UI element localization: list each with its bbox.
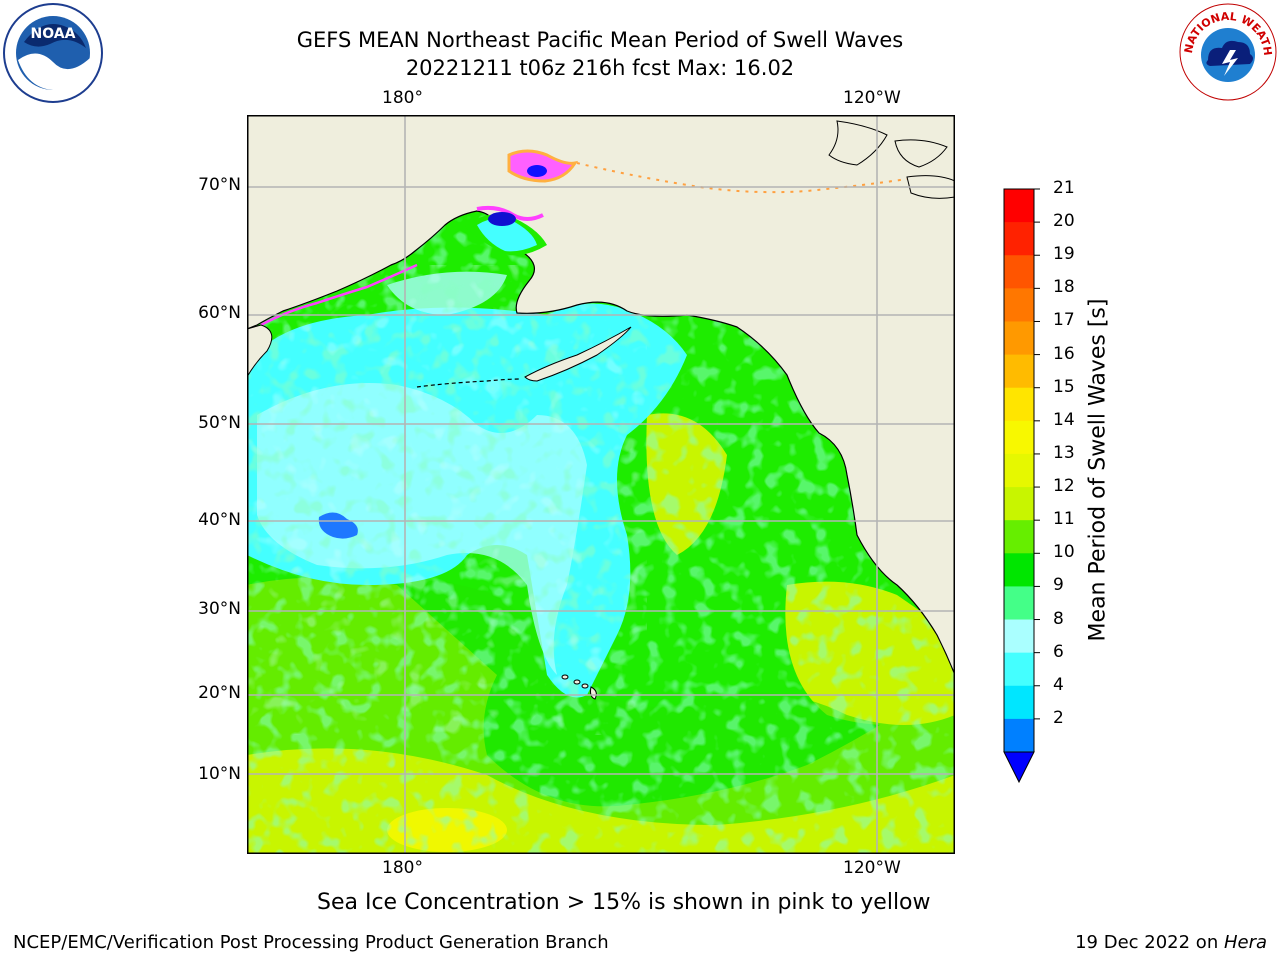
map-svg [247, 115, 955, 854]
lat-label-50n: 50°N [198, 413, 241, 433]
nws-logo: NATIONAL WEATHER SERVICE [1178, 2, 1278, 102]
noaa-logo-text: NOAA [31, 26, 76, 42]
footer-machine: Hera [1223, 932, 1267, 953]
colorbar-segment [1004, 487, 1034, 521]
footer-date: 19 Dec 2022 on Hera [1075, 932, 1267, 953]
footer-date-text: 19 Dec 2022 on [1075, 932, 1224, 953]
colorbar-segment [1004, 619, 1034, 654]
colorbar-svg [1003, 188, 1040, 784]
figure-title-line1: GEFS MEAN Northeast Pacific Mean Period … [296, 28, 904, 52]
lat-label-30n: 30°N [198, 599, 241, 619]
colorbar-segment [1004, 189, 1034, 223]
bering-sea-cyan [477, 217, 537, 252]
colorbar-segment [1004, 354, 1034, 389]
colorbar-under-triangle [1003, 751, 1035, 784]
lat-label-70n: 70°N [198, 175, 241, 195]
arctic-island-1 [828, 120, 888, 166]
colorbar-segment [1004, 553, 1034, 587]
aleutian-islands [416, 378, 522, 388]
colorbar-tick-label: 14 [1053, 409, 1075, 430]
colorbar-tick-label: 15 [1053, 376, 1075, 397]
footer-branch: NCEP/EMC/Verification Post Processing Pr… [13, 932, 609, 953]
lon-label-bottom-120w: 120°W [843, 858, 901, 878]
colorbar-tick-label: 11 [1053, 509, 1075, 530]
colorbar [1000, 186, 1040, 786]
kamchatka-land [247, 324, 273, 379]
colorbar-tick-label: 19 [1053, 244, 1075, 265]
colorbar-segment [1004, 718, 1034, 753]
lat-label-60n: 60°N [198, 303, 241, 323]
colorbar-tick-label: 17 [1053, 310, 1075, 331]
colorbar-tick-label: 12 [1053, 476, 1075, 497]
noaa-logo: NOAA [2, 2, 104, 104]
colorbar-segment [1004, 321, 1034, 356]
colorbar-tick-label: 13 [1053, 442, 1075, 463]
colorbar-segment [1004, 222, 1034, 256]
colorbar-tick-label: 8 [1053, 608, 1064, 629]
arctic-ice-edge [576, 162, 908, 194]
colorbar-frame [1003, 188, 1035, 752]
chukchi-ice-core [527, 165, 547, 177]
colorbar-segment [1004, 288, 1034, 322]
kamchatka-ice-edge [260, 263, 418, 327]
colorbar-segment [1004, 685, 1034, 720]
lon-label-top-120w: 120°W [843, 88, 901, 108]
map-frame [247, 115, 955, 854]
sea-ice-note: Sea Ice Concentration > 15% is shown in … [317, 890, 931, 915]
colorbar-tick-label: 10 [1053, 542, 1075, 563]
colorbar-segment [1004, 255, 1034, 289]
colorbar-segment [1004, 520, 1034, 554]
colorbar-tick-label: 4 [1053, 674, 1064, 695]
graticule [247, 115, 955, 854]
lon-label-bottom-180: 180° [382, 858, 423, 878]
lat-label-10n: 10°N [198, 764, 241, 784]
texture-cyan [247, 265, 647, 735]
colorbar-tick-label: 9 [1053, 575, 1064, 596]
colorbar-tick-label: 16 [1053, 343, 1075, 364]
colorbar-tick-label: 2 [1053, 707, 1064, 728]
lat-label-40n: 40°N [198, 510, 241, 530]
arctic-island-2 [894, 139, 948, 168]
land-north [247, 115, 955, 676]
colorbar-segment [1004, 420, 1034, 455]
alaska-peninsula [524, 326, 632, 382]
colorbar-tick-label: 20 [1053, 211, 1075, 232]
figure-title-line2: 20221211 t06z 216h fcst Max: 16.02 [405, 56, 795, 80]
colorbar-tick-label: 21 [1053, 178, 1075, 198]
colorbar-segment [1004, 453, 1034, 488]
colorbar-title: Mean Period of Swell Waves [s] [1085, 298, 1111, 642]
colorbar-tick-label: 18 [1053, 277, 1075, 298]
hawaiian-islands [561, 674, 597, 700]
lon-label-top-180: 180° [382, 88, 423, 108]
lat-label-20n: 20°N [198, 683, 241, 703]
colorbar-tick-label: 6 [1053, 641, 1064, 662]
period-minimum-blob [318, 512, 358, 539]
bering-ice-core [488, 212, 516, 226]
map-panel [247, 115, 955, 854]
colorbar-segment [1004, 387, 1034, 422]
colorbar-segment [1004, 586, 1034, 621]
colorbar-segment [1004, 652, 1034, 687]
